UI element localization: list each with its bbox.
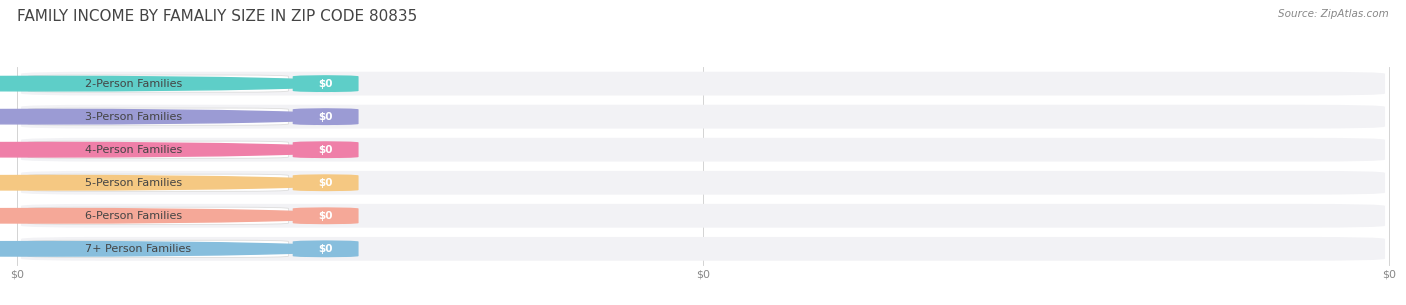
Text: 4-Person Families: 4-Person Families — [86, 145, 183, 155]
Text: $0: $0 — [318, 244, 333, 254]
Circle shape — [0, 109, 354, 124]
FancyBboxPatch shape — [21, 138, 1385, 162]
Text: $0: $0 — [318, 178, 333, 188]
Text: $0: $0 — [318, 79, 333, 89]
FancyBboxPatch shape — [292, 240, 359, 257]
Circle shape — [0, 76, 354, 91]
Text: 2-Person Families: 2-Person Families — [86, 79, 183, 89]
FancyBboxPatch shape — [28, 174, 288, 191]
FancyBboxPatch shape — [28, 141, 288, 158]
FancyBboxPatch shape — [292, 108, 359, 125]
Text: Source: ZipAtlas.com: Source: ZipAtlas.com — [1278, 9, 1389, 19]
FancyBboxPatch shape — [21, 171, 1385, 195]
Text: 3-Person Families: 3-Person Families — [86, 112, 183, 122]
FancyBboxPatch shape — [292, 75, 359, 92]
FancyBboxPatch shape — [21, 237, 1385, 261]
FancyBboxPatch shape — [28, 108, 288, 125]
FancyBboxPatch shape — [28, 75, 288, 92]
Circle shape — [0, 209, 354, 223]
Text: $0: $0 — [318, 145, 333, 155]
Text: $0: $0 — [318, 112, 333, 122]
Circle shape — [0, 142, 354, 157]
FancyBboxPatch shape — [292, 174, 359, 191]
FancyBboxPatch shape — [292, 207, 359, 224]
FancyBboxPatch shape — [21, 204, 1385, 228]
Text: 5-Person Families: 5-Person Families — [86, 178, 183, 188]
FancyBboxPatch shape — [28, 240, 288, 257]
Circle shape — [0, 242, 354, 256]
FancyBboxPatch shape — [28, 207, 288, 224]
FancyBboxPatch shape — [292, 141, 359, 158]
Circle shape — [0, 175, 354, 190]
Text: 7+ Person Families: 7+ Person Families — [86, 244, 191, 254]
FancyBboxPatch shape — [21, 72, 1385, 95]
FancyBboxPatch shape — [21, 105, 1385, 129]
Text: 6-Person Families: 6-Person Families — [86, 211, 183, 221]
Text: FAMILY INCOME BY FAMALIY SIZE IN ZIP CODE 80835: FAMILY INCOME BY FAMALIY SIZE IN ZIP COD… — [17, 9, 418, 24]
Text: $0: $0 — [318, 211, 333, 221]
